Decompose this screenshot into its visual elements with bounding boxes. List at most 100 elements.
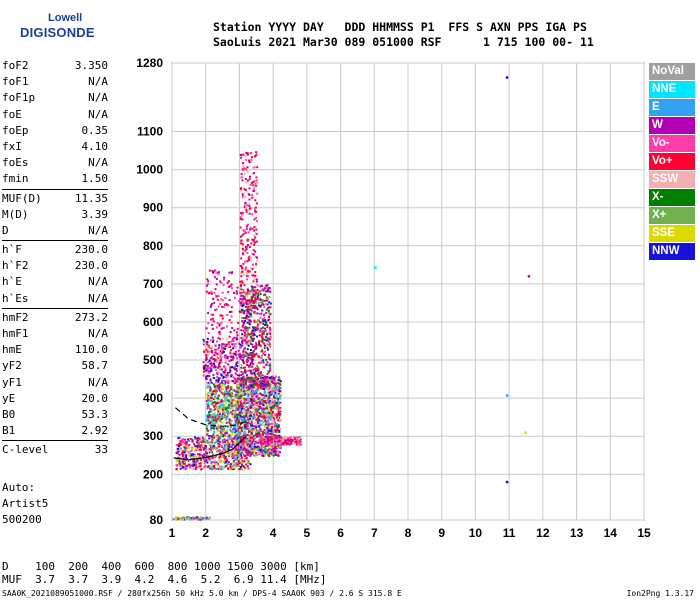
echo-point — [243, 446, 246, 449]
echo-point — [243, 302, 246, 304]
echo-point — [236, 458, 239, 461]
echo-point — [238, 447, 241, 450]
echo-point — [203, 463, 206, 465]
echo-point — [236, 457, 239, 460]
echo-point — [277, 439, 280, 442]
echo-point — [232, 464, 235, 467]
echo-point — [246, 449, 249, 452]
echo-point — [243, 312, 246, 315]
echo-point — [254, 286, 257, 289]
echo-point — [299, 442, 302, 445]
echo-point — [249, 454, 252, 457]
echo-point — [211, 336, 214, 339]
echo-point — [268, 306, 271, 309]
echo-point — [212, 409, 215, 411]
echo-point — [245, 268, 248, 271]
echo-point — [253, 383, 256, 386]
echo-point — [215, 352, 218, 355]
echo-point — [234, 441, 236, 444]
echo-point — [260, 419, 263, 422]
echo-point — [248, 293, 251, 295]
echo-point — [221, 291, 224, 294]
echo-point — [185, 446, 188, 449]
echo-point — [289, 440, 292, 443]
echo-point — [242, 359, 244, 362]
echo-point — [180, 463, 183, 466]
echo-point — [249, 450, 252, 453]
x-tick-label: 15 — [637, 526, 651, 540]
echo-point — [273, 417, 275, 420]
echo-point — [196, 516, 198, 519]
echo-point — [505, 394, 509, 397]
y-tick-label: 1100 — [137, 125, 163, 139]
echo-point — [214, 385, 217, 388]
echo-point — [222, 383, 224, 386]
echo-point — [252, 337, 254, 340]
echo-point — [217, 305, 220, 308]
echo-point — [244, 249, 247, 252]
echo-point — [242, 355, 244, 358]
echo-point — [222, 350, 225, 353]
echo-point — [258, 432, 261, 435]
echo-point — [242, 233, 245, 236]
echo-point — [246, 300, 249, 303]
echo-point — [232, 355, 235, 358]
echo-point — [215, 420, 218, 423]
echo-point — [245, 459, 248, 462]
echo-point — [209, 416, 212, 419]
echo-point — [221, 468, 224, 470]
echo-point — [205, 459, 208, 462]
echo-point — [235, 390, 238, 393]
echo-point — [234, 350, 237, 353]
echo-point — [191, 446, 194, 449]
echo-point — [222, 411, 224, 414]
echo-point — [257, 405, 260, 408]
echo-point — [277, 407, 280, 409]
echo-point — [263, 396, 266, 399]
echo-point — [176, 459, 179, 462]
echo-point — [220, 368, 223, 371]
echo-point — [251, 358, 254, 361]
echo-point — [241, 388, 244, 391]
param-row: h`Es N/A — [2, 291, 108, 307]
echo-point — [277, 454, 280, 457]
echo-point — [213, 465, 216, 467]
echo-point — [213, 427, 215, 430]
echo-point — [256, 398, 259, 401]
echo-point — [198, 453, 201, 456]
echo-point — [247, 460, 250, 462]
echo-point — [240, 367, 243, 369]
echo-point — [230, 356, 233, 358]
echo-point — [183, 468, 186, 471]
echo-point — [255, 370, 257, 372]
param-name: foE — [2, 107, 22, 121]
echo-point — [241, 386, 244, 388]
echo-point — [257, 355, 260, 358]
echo-point — [216, 406, 219, 409]
echo-point — [224, 418, 227, 421]
echo-point — [228, 393, 231, 395]
echo-point — [209, 305, 212, 308]
echo-point — [297, 443, 299, 446]
echo-point — [234, 404, 237, 407]
echo-point — [264, 419, 267, 422]
echo-point — [185, 445, 188, 448]
echo-point — [218, 384, 221, 387]
echo-point — [249, 403, 252, 406]
echo-point — [244, 409, 247, 412]
echo-point — [229, 404, 232, 407]
echo-point — [243, 458, 246, 461]
echo-point — [239, 407, 242, 410]
echo-point — [233, 443, 236, 446]
echo-point — [239, 448, 242, 451]
echo-point — [194, 446, 197, 449]
echo-point — [254, 236, 257, 239]
echo-point — [252, 384, 255, 387]
echo-point — [241, 196, 244, 199]
echo-point — [210, 464, 213, 466]
echo-point — [259, 293, 262, 296]
echo-point — [264, 287, 267, 290]
echo-point — [213, 343, 216, 346]
echo-point — [213, 362, 215, 365]
echo-point — [248, 320, 251, 323]
